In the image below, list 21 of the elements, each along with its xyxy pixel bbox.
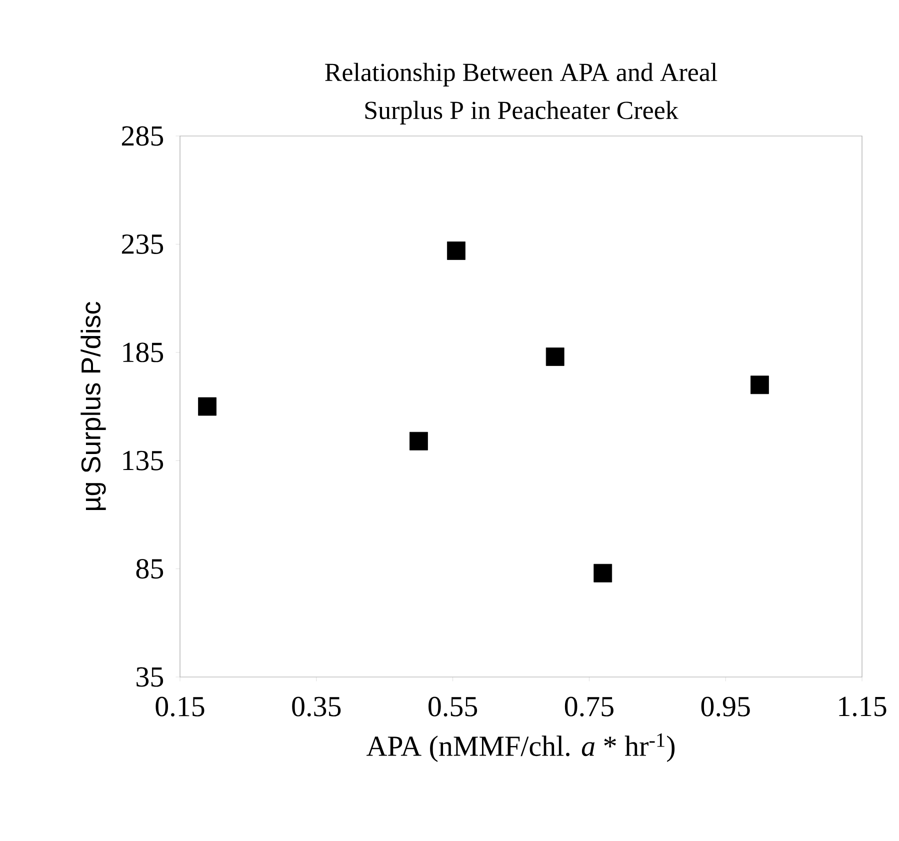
x-tick-label: 0.55 <box>428 696 478 716</box>
x-tick-label: 0.95 <box>701 696 750 716</box>
y-tick-label: 185 <box>123 342 164 362</box>
y-tick-label: 285 <box>122 126 164 146</box>
point <box>750 376 769 394</box>
y-tick-label: 85 <box>136 559 164 579</box>
x-tick-label: 0.75 <box>564 696 614 716</box>
point <box>410 432 428 450</box>
x-tick-label: 1.15 <box>839 696 886 716</box>
point <box>198 397 216 416</box>
point <box>447 241 466 260</box>
chart-title: Relationship Between APA and Areal Surplus P in Peacheater Creek <box>325 62 718 124</box>
y-tick-label: 235 <box>122 234 164 254</box>
point <box>594 564 612 582</box>
x-tick-label: 0.15 <box>156 696 204 716</box>
y-tick-label: 135 <box>123 450 164 470</box>
x-tick-label: 0.35 <box>292 696 341 716</box>
point <box>546 348 564 366</box>
y-axis-title: µg Surplus P/disc <box>80 302 106 510</box>
x-axis-title: APA (nMMF/chl. a* hr$^{-1}$) <box>366 733 675 762</box>
y-tick-label: 35 <box>136 667 164 687</box>
